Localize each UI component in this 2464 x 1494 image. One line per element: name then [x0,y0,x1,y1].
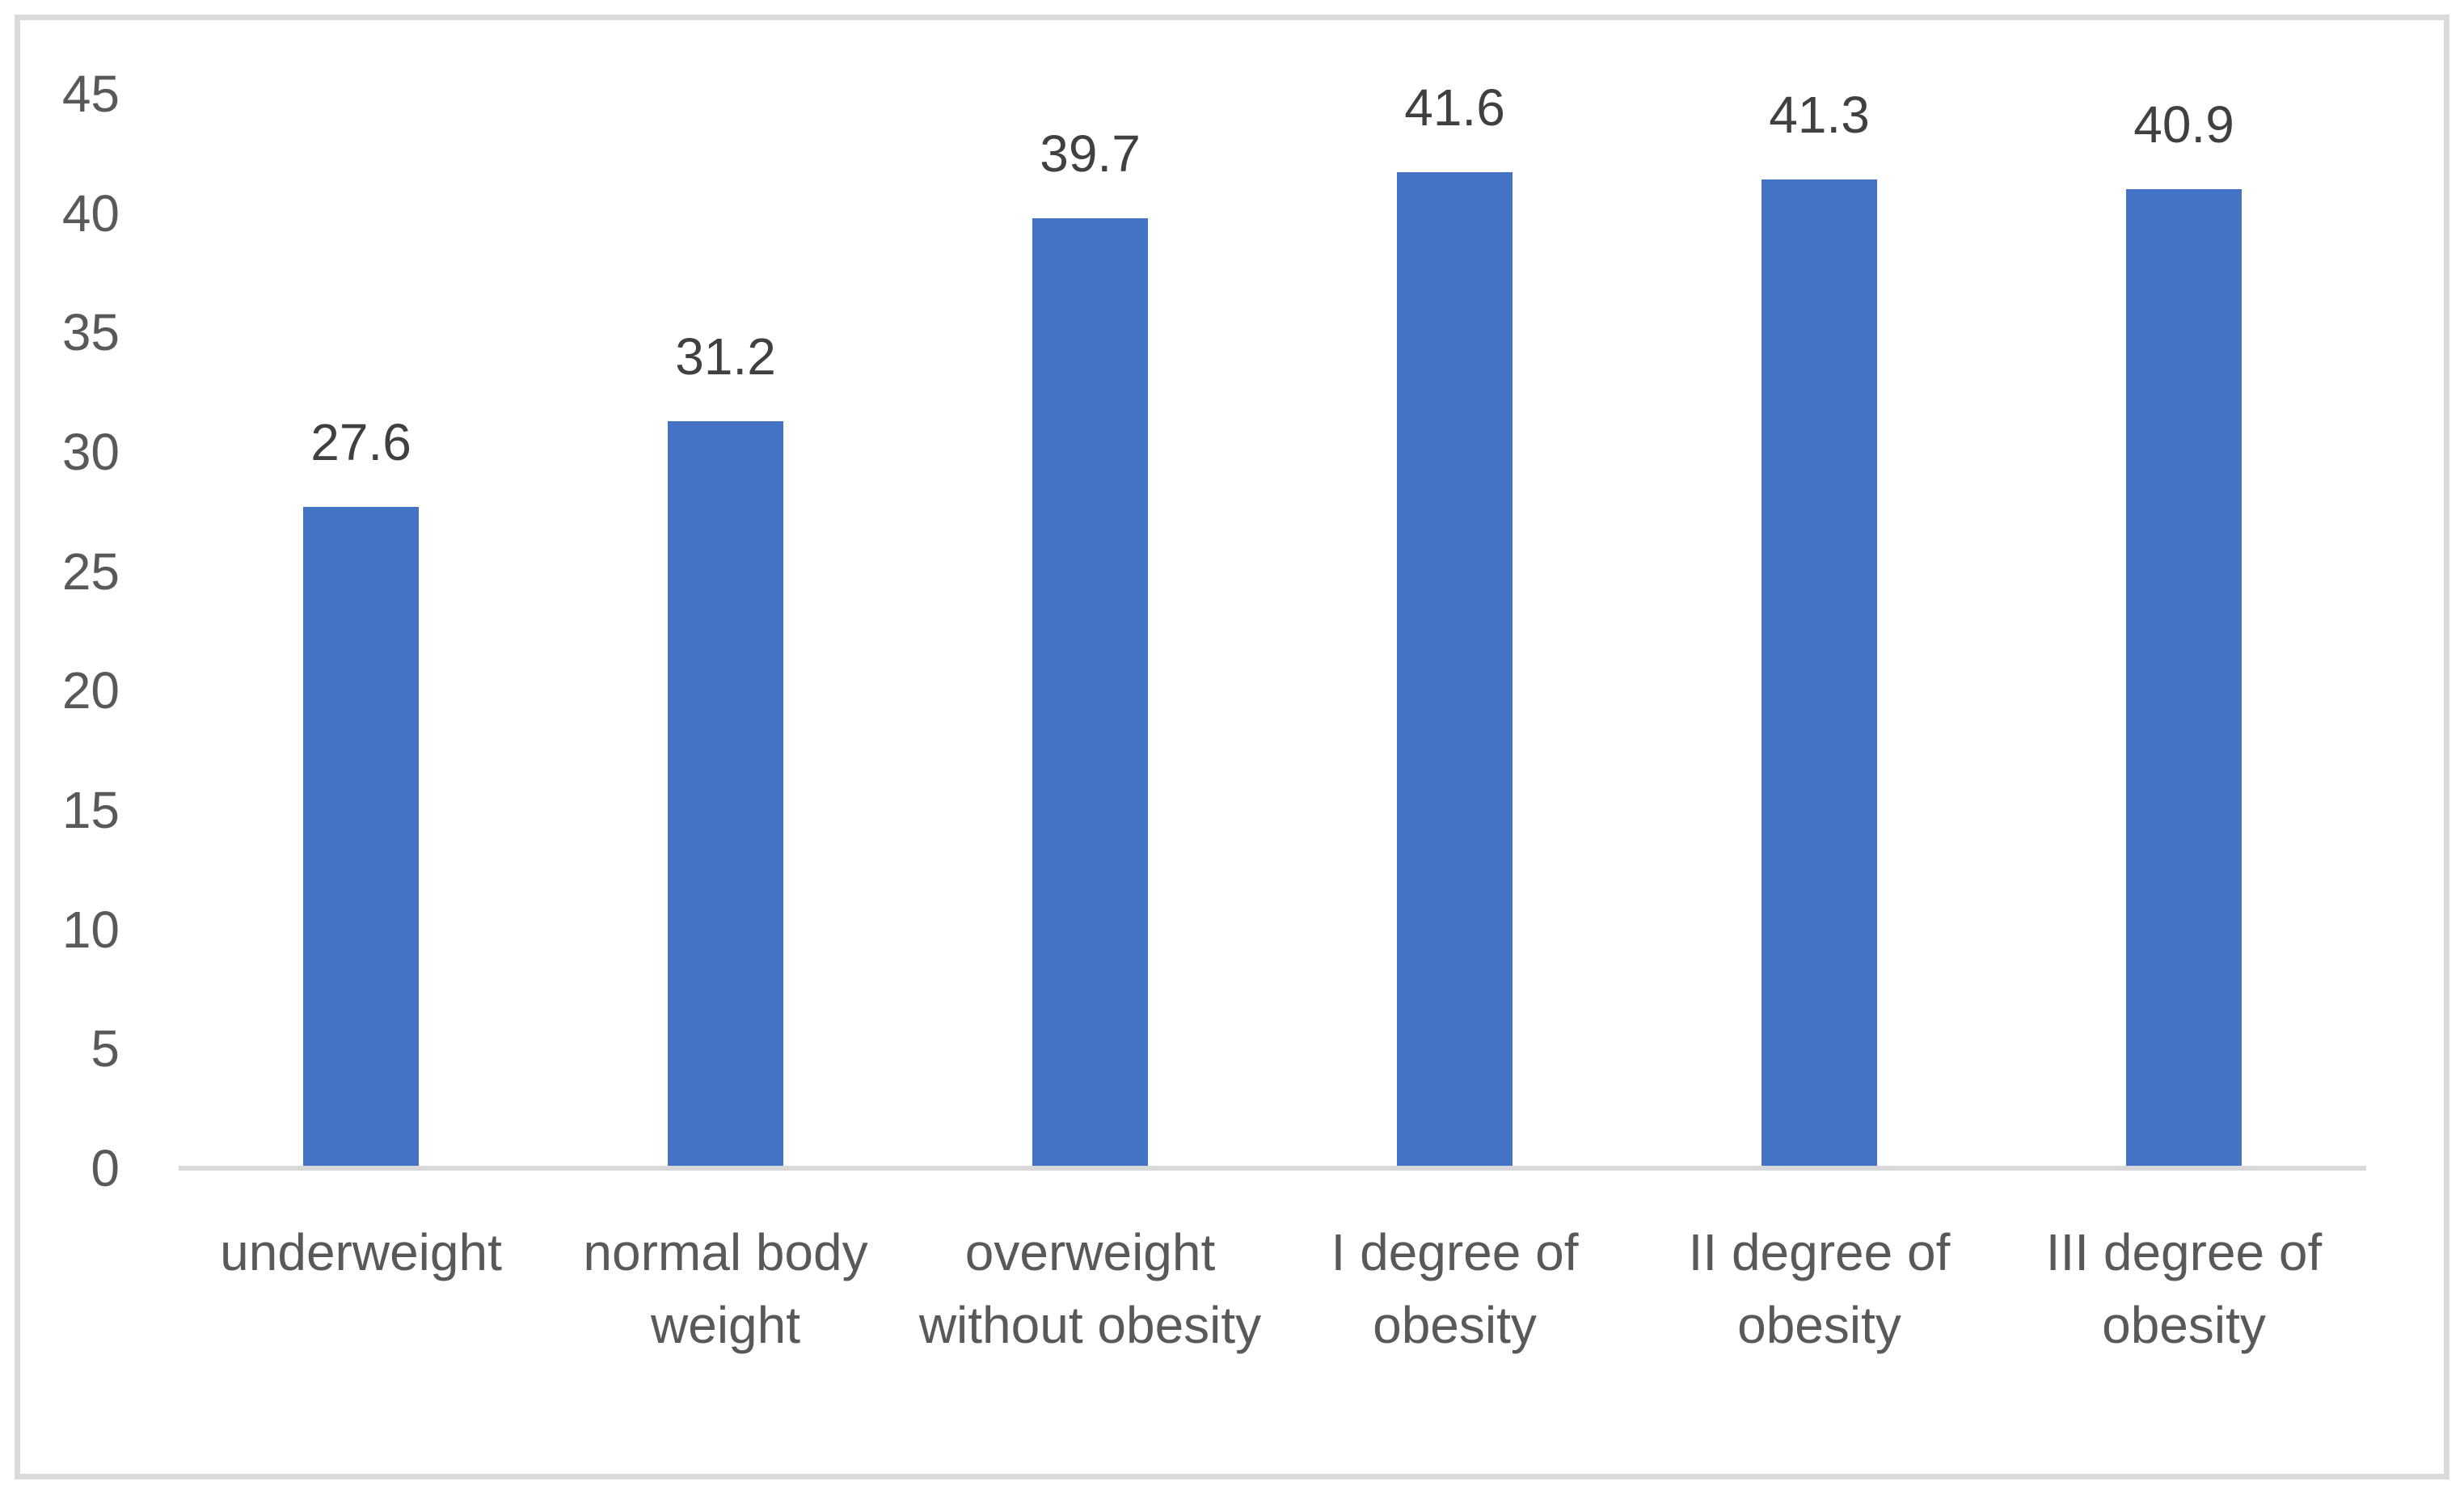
category-label: underweight [220,1223,502,1281]
y-axis-tick-label: 35 [61,303,120,362]
y-axis-tick-label: 10 [61,900,120,959]
y-axis-tick-label: 20 [61,661,120,720]
chart-frame: 0 5 10 15 20 25 30 35 40 45 27.6 underweight 31.2 nor… [15,15,2449,1479]
category-label: II degree of obesity [1688,1223,1951,1354]
x-axis-line [179,1166,2366,1171]
bar [2126,189,2242,1166]
category-label: normal body weight [583,1223,868,1354]
category-label: III degree of obesity [2045,1223,2323,1354]
data-label: 41.3 [1769,86,1870,144]
y-axis-tick-label: 30 [61,423,120,481]
bar [303,507,419,1166]
y-axis-tick-label: 45 [61,65,120,123]
data-label: 27.6 [310,413,411,471]
y-axis-tick-label: 25 [61,542,120,601]
category-label: overweight without obesity [918,1223,1262,1354]
data-label: 39.7 [1040,124,1141,183]
data-label: 40.9 [2133,95,2234,154]
category-label: I degree of obesity [1331,1223,1579,1354]
bar [1397,172,1513,1166]
y-axis-tick-label: 15 [61,781,120,839]
y-axis-tick-label: 40 [61,184,120,243]
y-axis-tick-label: 5 [91,1019,120,1078]
bar [1762,179,1877,1166]
data-label: 31.2 [675,327,776,386]
data-label: 41.6 [1404,78,1505,137]
bar [1032,218,1148,1166]
bar [668,421,783,1166]
y-axis-tick-label: 0 [91,1139,120,1197]
